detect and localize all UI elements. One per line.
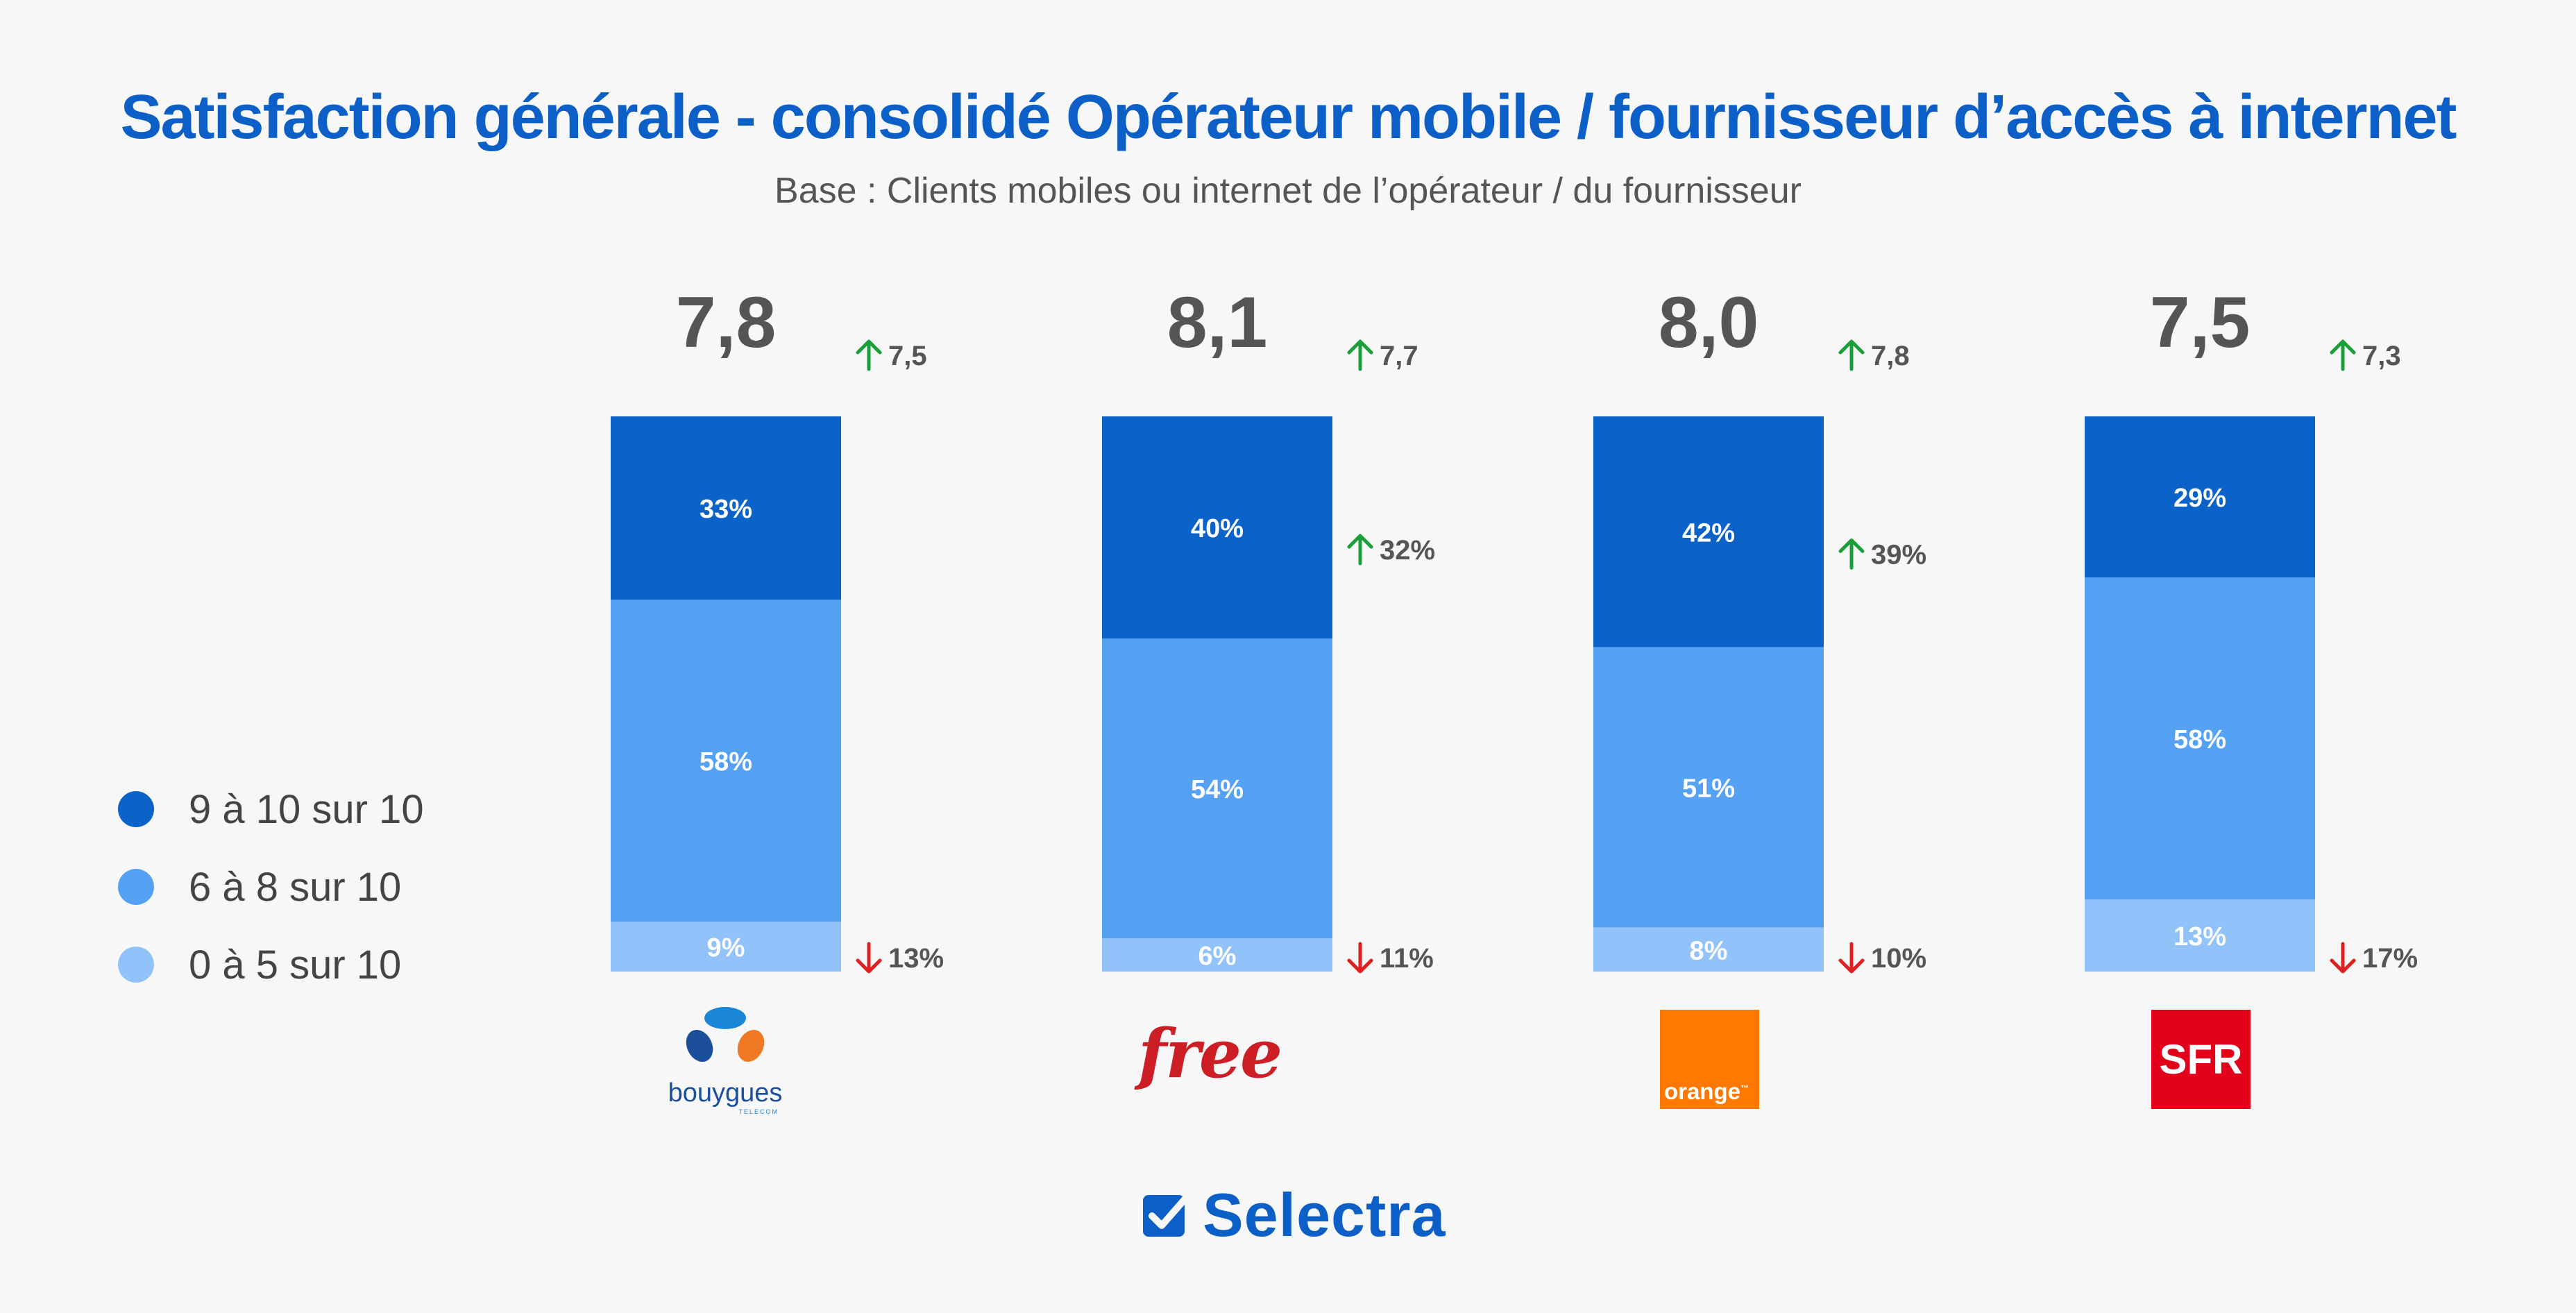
- score-free: 8,1: [1167, 282, 1268, 363]
- orange-logo: orange™: [1660, 1010, 1759, 1109]
- prev-score-orange: 7,8: [1871, 341, 1910, 371]
- sfr-logo: SFR: [2151, 1010, 2251, 1109]
- legend-label-mid: 6 à 8 sur 10: [189, 864, 402, 910]
- data-label-free-mid: 54%: [1191, 775, 1244, 804]
- bottom-comparison-SFR: 17%: [2362, 943, 2418, 974]
- bouygues-logo-text: bouygues: [668, 1078, 783, 1108]
- bar-SFR-mid: [2085, 577, 2315, 899]
- up-arrow-icon: [856, 339, 882, 371]
- up-arrow-icon: [2330, 339, 2356, 371]
- legend-dot-high: [118, 791, 154, 827]
- bar-SFR-high: [2085, 416, 2315, 577]
- prev-score-bouygues: 7,5: [888, 341, 927, 371]
- down-arrow-icon: [856, 942, 882, 974]
- top-comparison-orange: 39%: [1871, 539, 1926, 570]
- data-label-free-low: 6%: [1198, 942, 1237, 971]
- up-arrow-icon: [1838, 538, 1865, 570]
- prev-score-free: 7,7: [1380, 341, 1418, 371]
- free-logo-text: free: [1138, 1015, 1282, 1093]
- bar-bouygues-mid: [611, 600, 841, 922]
- data-label-SFR-high: 29%: [2174, 484, 2226, 513]
- prev-score-SFR: 7,3: [2362, 341, 2401, 371]
- legend-dot-mid: [118, 869, 154, 905]
- data-label-bouygues-high: 33%: [700, 495, 752, 524]
- legend-item-low: 0 à 5 sur 10: [118, 926, 424, 1003]
- data-label-orange-mid: 51%: [1682, 774, 1735, 804]
- score-bouygues: 7,8: [676, 282, 777, 363]
- legend-item-high: 9 à 10 sur 10: [118, 770, 424, 848]
- legend-item-mid: 6 à 8 sur 10: [118, 848, 424, 926]
- data-label-SFR-low: 13%: [2174, 922, 2226, 951]
- score-SFR: 7,5: [2150, 282, 2251, 363]
- bottom-comparison-orange: 10%: [1871, 943, 1926, 974]
- bottom-comparison-free: 11%: [1380, 943, 1434, 974]
- bar-free-low: [1102, 938, 1332, 972]
- free-logo: free: [1138, 1015, 1291, 1093]
- orange-logo-text: orange™: [1664, 1078, 1749, 1105]
- bouygues-logo-subtext: TELECOM: [738, 1108, 779, 1115]
- bar-free-mid: [1102, 638, 1332, 938]
- data-label-orange-low: 8%: [1690, 936, 1728, 965]
- checkbox-check-icon: [1143, 1194, 1189, 1237]
- legend-label-low: 0 à 5 sur 10: [189, 942, 402, 988]
- down-arrow-icon: [2330, 942, 2356, 974]
- bar-SFR-low: [2085, 899, 2315, 972]
- legend-label-high: 9 à 10 sur 10: [189, 786, 424, 832]
- bouygues-mark-icon: [686, 1007, 765, 1062]
- score-orange: 8,0: [1659, 282, 1759, 363]
- top-comparison-free: 32%: [1380, 535, 1435, 566]
- orange-logo-word: orange: [1664, 1078, 1741, 1104]
- data-label-orange-high: 42%: [1682, 518, 1735, 548]
- down-arrow-icon: [1347, 942, 1373, 974]
- bar-orange-mid: [1593, 647, 1824, 928]
- up-arrow-icon: [1838, 339, 1865, 371]
- bottom-comparison-bouygues: 13%: [888, 943, 944, 974]
- bar-orange-high: [1593, 416, 1824, 647]
- sfr-logo-text: SFR: [2159, 1036, 2243, 1083]
- selectra-wordmark: Selectra: [1203, 1180, 1446, 1249]
- legend-dot-low: [118, 947, 154, 983]
- data-label-bouygues-low: 9%: [707, 933, 745, 963]
- chart-subtitle: Base : Clients mobiles ou internet de l’…: [774, 171, 1802, 211]
- up-arrow-icon: [1347, 534, 1373, 566]
- data-label-SFR-mid: 58%: [2174, 725, 2226, 754]
- data-label-bouygues-mid: 58%: [700, 747, 752, 777]
- bar-orange-low: [1593, 927, 1824, 972]
- down-arrow-icon: [1838, 942, 1865, 974]
- legend: 9 à 10 sur 10 6 à 8 sur 10 0 à 5 sur 10: [118, 770, 424, 1003]
- up-arrow-icon: [1347, 339, 1373, 371]
- bar-free-high: [1102, 416, 1332, 638]
- data-label-free-high: 40%: [1191, 514, 1244, 543]
- chart-title: Satisfaction générale - consolidé Opérat…: [120, 83, 2457, 152]
- bouygues-logo: bouygues TELECOM: [666, 1003, 784, 1115]
- bar-bouygues-low: [611, 922, 841, 972]
- selectra-brand: Selectra: [1142, 1180, 1446, 1251]
- orange-logo-mark: ™: [1740, 1083, 1749, 1093]
- bar-bouygues-high: [611, 416, 841, 600]
